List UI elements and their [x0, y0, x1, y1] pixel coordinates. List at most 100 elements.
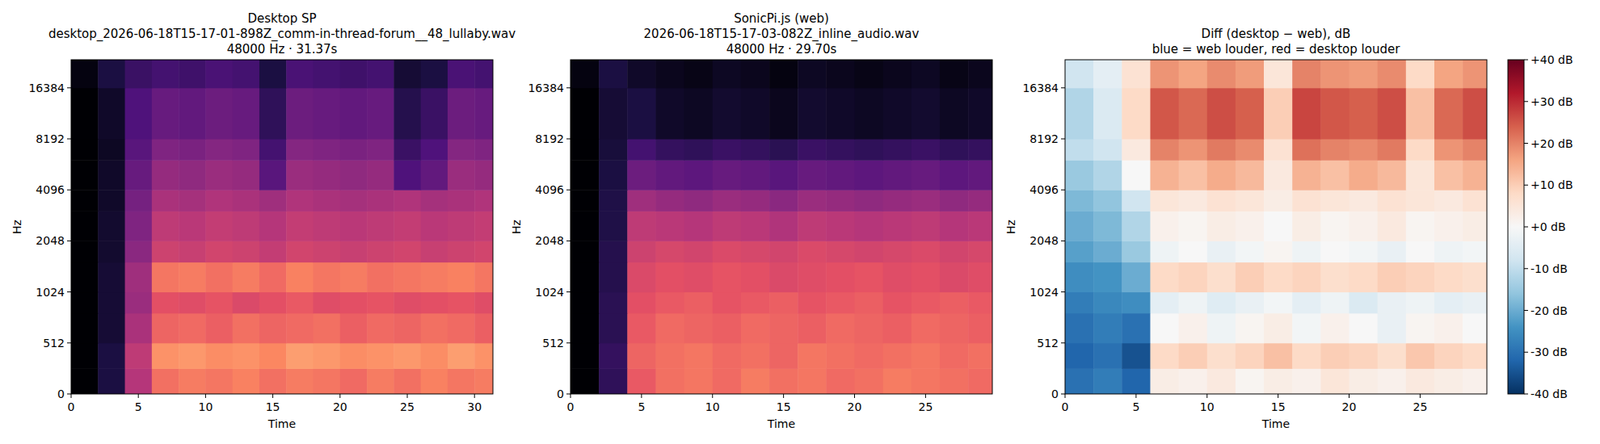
y-tick: [566, 394, 571, 396]
cell: [570, 262, 600, 293]
cell: [1462, 262, 1487, 293]
cell: [447, 262, 476, 293]
x-tick-label: 5: [1132, 400, 1140, 414]
cell: [825, 343, 855, 370]
cell: [1434, 343, 1464, 370]
cell: [151, 189, 180, 212]
x-tick: [1277, 394, 1279, 399]
cell: [205, 88, 233, 140]
cell: [125, 262, 153, 293]
cell: [825, 240, 855, 263]
cell: [1178, 343, 1209, 370]
cell: [968, 138, 993, 161]
cell: [769, 88, 799, 140]
cell: [1178, 313, 1209, 344]
cell: [968, 240, 993, 263]
cell: [797, 262, 827, 293]
colorbar-tick: [1524, 310, 1529, 312]
title-line: blue = web louder, red = desktop louder: [1152, 42, 1402, 57]
cell: [97, 160, 126, 190]
cell: [151, 160, 180, 190]
cell: [71, 343, 99, 370]
cell: [1462, 368, 1487, 395]
cell: [97, 292, 126, 315]
cell: [1178, 368, 1209, 395]
cell: [393, 343, 422, 370]
cell: [1406, 343, 1436, 370]
y-tick: [67, 189, 72, 191]
cell: [232, 368, 261, 395]
cell: [825, 262, 855, 293]
cell: [712, 59, 742, 89]
cell: [1349, 313, 1379, 344]
cell: [1207, 292, 1237, 315]
x-tick-label: 10: [705, 400, 720, 414]
cell: [968, 368, 993, 395]
cell: [286, 292, 314, 315]
cell: [598, 210, 628, 241]
cell: [684, 262, 714, 293]
y-tick: [67, 394, 72, 396]
cell: [421, 240, 449, 263]
cell: [151, 240, 180, 263]
cell: [205, 240, 233, 263]
cell: [1320, 59, 1350, 89]
x-axis-title: Time: [267, 417, 296, 431]
cell: [1406, 210, 1436, 241]
x-axis-title: Time: [766, 417, 796, 431]
cell: [340, 240, 368, 263]
cell: [598, 59, 628, 89]
cell: [1149, 59, 1179, 89]
y-tick-label: 512: [542, 336, 565, 350]
cell: [1207, 210, 1237, 241]
cell: [447, 59, 476, 89]
cell: [797, 88, 827, 140]
x-tick-label: 10: [197, 400, 213, 414]
cell: [1121, 313, 1151, 344]
cell: [1093, 313, 1123, 344]
cell: [1065, 88, 1095, 140]
title-line: 48000 Hz · 31.37s: [227, 42, 338, 57]
colorbar-tick-label: -40 dB: [1530, 387, 1568, 401]
cell: [655, 59, 685, 89]
cell: [1434, 160, 1464, 190]
cell: [366, 292, 395, 315]
cell: [883, 189, 913, 212]
cell: [797, 368, 827, 395]
cell: [474, 292, 493, 315]
cell: [1292, 160, 1322, 190]
cell: [797, 240, 827, 263]
cell: [1065, 160, 1095, 190]
cell: [1065, 189, 1095, 212]
cell: [393, 368, 422, 395]
cell: [151, 138, 180, 161]
cell: [684, 240, 714, 263]
cell: [939, 59, 969, 89]
cell: [178, 292, 207, 315]
cell: [570, 189, 600, 212]
cell: [125, 240, 153, 263]
cell: [712, 292, 742, 315]
cell: [627, 138, 657, 161]
cell: [1235, 160, 1265, 190]
cell: [1093, 368, 1123, 395]
cell: [1065, 240, 1095, 263]
cell: [1377, 138, 1407, 161]
cell: [1406, 368, 1436, 395]
cell: [1320, 262, 1350, 293]
cell: [1207, 160, 1237, 190]
cell: [1121, 189, 1151, 212]
cell: [97, 343, 126, 370]
cell: [1178, 292, 1209, 315]
cell: [178, 368, 207, 395]
y-tick: [67, 342, 72, 344]
cell: [125, 189, 153, 212]
cell: [627, 210, 657, 241]
cell: [741, 138, 771, 161]
cell: [1121, 292, 1151, 315]
cell: [340, 88, 368, 140]
y-tick-label: 2048: [1029, 234, 1059, 248]
cell: [393, 240, 422, 263]
cell: [340, 138, 368, 161]
cell: [97, 262, 126, 293]
